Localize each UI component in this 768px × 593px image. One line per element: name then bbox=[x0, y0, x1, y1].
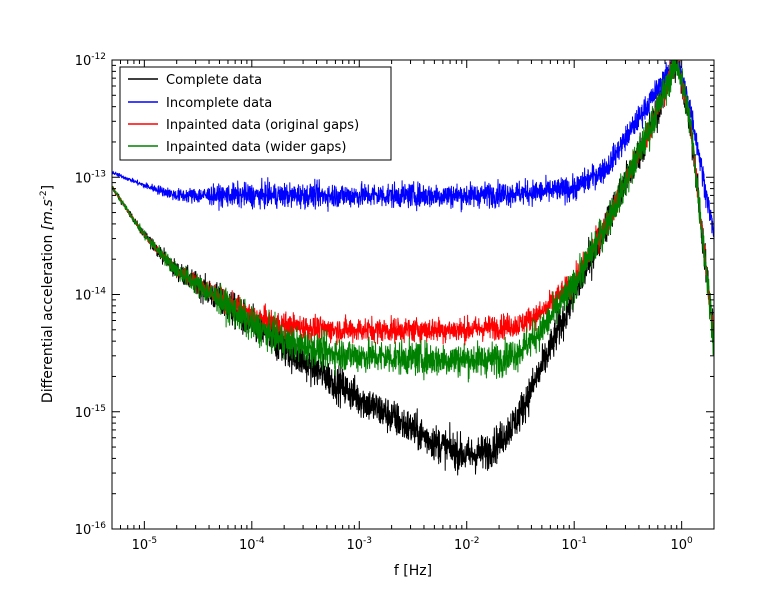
legend-label-inpainted-original: Inpainted data (original gaps) bbox=[166, 118, 359, 133]
legend-entry-incomplete: Incomplete data bbox=[128, 96, 272, 111]
y-tick-labels: 10-16 10-15 10-14 10-13 10-12 bbox=[75, 52, 107, 538]
x-tick-label: 10-5 bbox=[132, 536, 158, 553]
y-axis-label-main: Differential acceleration bbox=[40, 230, 56, 403]
ticks-layer bbox=[112, 59, 715, 530]
x-tick-label: 10-3 bbox=[347, 536, 373, 553]
y-tick-label: 10-16 bbox=[75, 521, 107, 538]
legend-label-incomplete: Incomplete data bbox=[166, 96, 272, 111]
legend-box bbox=[119, 66, 392, 161]
x-tick-labels: 10-5 10-4 10-3 10-2 10-1 100 bbox=[132, 536, 693, 553]
y-axis-label-units-exp: -2 bbox=[39, 190, 49, 199]
legend-entry-inpainted-wider: Inpainted data (wider gaps) bbox=[128, 140, 346, 155]
y-axis-label: Differential acceleration [m.s-2] bbox=[39, 185, 56, 403]
x-axis-label: f [Hz] bbox=[394, 563, 432, 579]
legend-label-inpainted-wider: Inpainted data (wider gaps) bbox=[166, 140, 346, 155]
y-tick-label: 10-12 bbox=[75, 52, 106, 69]
legend-entry-complete: Complete data bbox=[128, 73, 262, 88]
x-tick-label: 10-2 bbox=[454, 536, 480, 553]
legend: Complete data Incomplete data Inpainted … bbox=[119, 66, 392, 161]
x-tick-label: 10-1 bbox=[561, 536, 587, 553]
series-line-incomplete-data bbox=[112, 60, 714, 244]
x-tick-label: 10-4 bbox=[239, 536, 265, 553]
legend-label-complete: Complete data bbox=[166, 73, 262, 88]
series-line-inpainted-data-wider-gaps bbox=[112, 60, 714, 383]
y-tick-label: 10-14 bbox=[75, 287, 107, 304]
x-tick-label: 100 bbox=[671, 536, 694, 553]
legend-entry-inpainted-original: Inpainted data (original gaps) bbox=[128, 118, 359, 133]
series-layer bbox=[112, 60, 714, 476]
y-axis-label-units: [m.s bbox=[40, 199, 56, 230]
y-tick-label: 10-13 bbox=[75, 169, 106, 186]
y-tick-label: 10-15 bbox=[75, 404, 106, 421]
y-axis-label-units-close: ] bbox=[40, 185, 56, 190]
